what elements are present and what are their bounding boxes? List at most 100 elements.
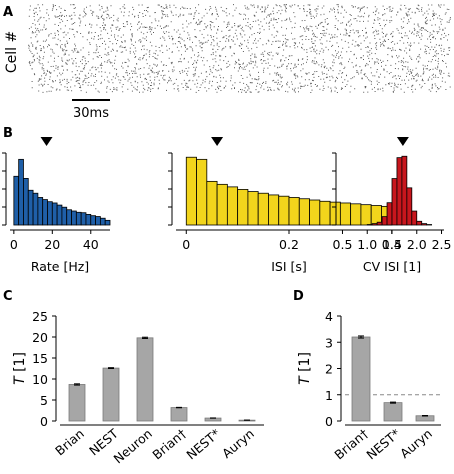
histogram-bar [95, 216, 101, 226]
histogram-bar [51, 202, 58, 226]
histogram-bar [104, 219, 111, 226]
rate-histogram: 0 20 40 Rate [Hz] [2, 137, 111, 274]
y-tick-label: 20 [32, 330, 48, 345]
histogram-bar [27, 189, 34, 226]
panel-d-letter: D [293, 289, 304, 304]
histogram-bar [66, 209, 72, 226]
bar [351, 336, 371, 422]
histogram-bar [339, 202, 352, 226]
x-tick-label: 1.5 [382, 237, 402, 252]
histogram-bar [350, 203, 362, 226]
x-tick-label: 0.5 [333, 237, 353, 252]
histogram-bar [226, 186, 239, 226]
bar [170, 407, 188, 422]
mean-marker [396, 137, 409, 146]
histogram-bar [237, 189, 249, 226]
panel-c-letter: C [3, 289, 13, 304]
histogram-bar [61, 206, 68, 226]
x-tick-label: 2.0 [407, 237, 427, 252]
mean-marker [40, 137, 53, 146]
x-tick-label: 0.2 [279, 237, 299, 252]
panel-b-letter: B [3, 126, 13, 141]
histogram-bar [32, 192, 39, 226]
raster-ylabel: Cell # [4, 31, 20, 73]
histogram-bar [75, 211, 82, 226]
y-tick-label: 0 [40, 414, 48, 429]
histogram-bar [396, 157, 403, 226]
category-label: Brian† [331, 426, 371, 463]
histogram-bar [288, 197, 300, 226]
bar [68, 384, 86, 422]
histogram-bar [216, 183, 228, 226]
performance-fast-chart: 0 1 2 3 4 T [1] Brian†NEST*Auryn [297, 309, 441, 462]
x-tick-label: 0 [10, 237, 18, 252]
cv-isi-histogram: 0.5 1.0 1.5 2.0 2.5 CV ISI [1] [332, 137, 451, 274]
histogram-bar [71, 210, 77, 226]
bar [415, 415, 435, 422]
x-tick-label: 0 [182, 237, 190, 252]
panel-a-letter: A [3, 5, 13, 20]
bar [383, 402, 403, 422]
histogram-bar [47, 201, 53, 226]
x-tick-label: 2.5 [432, 237, 452, 252]
histogram-bar [99, 217, 106, 226]
mean-marker [211, 137, 224, 146]
category-label: Brian [52, 426, 87, 459]
scalebar-label: 30ms [73, 106, 109, 121]
histogram-bar [371, 223, 378, 226]
histogram-bar [278, 195, 290, 226]
category-label: Auryn [219, 426, 257, 461]
histogram-bar [37, 197, 44, 226]
histogram-bar [329, 201, 341, 226]
histogram-bar [391, 178, 398, 226]
histogram-bar [23, 178, 29, 226]
histogram-bar [247, 191, 259, 226]
x-axis-label: ISI [s] [271, 259, 307, 274]
histogram-bar [257, 192, 269, 226]
category-label: Brian† [149, 426, 189, 463]
y-tick-label: 0 [325, 414, 333, 429]
histogram-bar [18, 158, 24, 226]
y-axis-label: T [1] [12, 352, 28, 385]
histogram-bar [206, 180, 218, 226]
bar [136, 337, 154, 422]
y-tick-label: 15 [32, 351, 48, 366]
histogram-bar [90, 215, 96, 226]
x-tick-label: 0.4 [382, 237, 402, 252]
histogram-bar [185, 156, 197, 226]
histogram-bar [56, 204, 63, 226]
histogram-bar [406, 187, 413, 226]
y-tick-label: 4 [325, 309, 333, 324]
category-label: NEST* [363, 426, 403, 463]
x-tick-label: 20 [44, 237, 60, 252]
histogram-bar [85, 214, 92, 226]
raster-spikes [28, 4, 451, 94]
histogram-bar [376, 221, 383, 226]
x-axis-label: CV ISI [1] [363, 259, 421, 274]
histogram-bar [401, 155, 408, 226]
histogram-bar [421, 223, 428, 226]
x-axis-label: Rate [Hz] [31, 259, 89, 274]
y-tick-label: 1 [325, 388, 333, 403]
category-label: Neuron [111, 426, 155, 467]
histogram-bar [80, 212, 87, 226]
y-tick-label: 2 [325, 362, 333, 377]
x-tick-label: 1.0 [357, 237, 377, 252]
histogram-bar [196, 158, 208, 226]
y-tick-label: 10 [32, 372, 48, 387]
y-tick-label: 25 [32, 309, 48, 324]
bar [102, 367, 120, 422]
histogram-bar [13, 175, 20, 226]
spike-raster [28, 4, 451, 94]
y-tick-label: 3 [325, 335, 333, 350]
histogram-bar [386, 202, 393, 226]
histogram-bar [319, 200, 331, 226]
histogram-bar [411, 210, 418, 226]
y-tick-label: 5 [40, 393, 48, 408]
y-axis-label: T [1] [297, 352, 313, 385]
isi-histogram: 0 0.2 0.4 ISI [s] [168, 137, 402, 274]
histogram-bar [268, 194, 280, 226]
category-label: NEST* [183, 426, 223, 463]
